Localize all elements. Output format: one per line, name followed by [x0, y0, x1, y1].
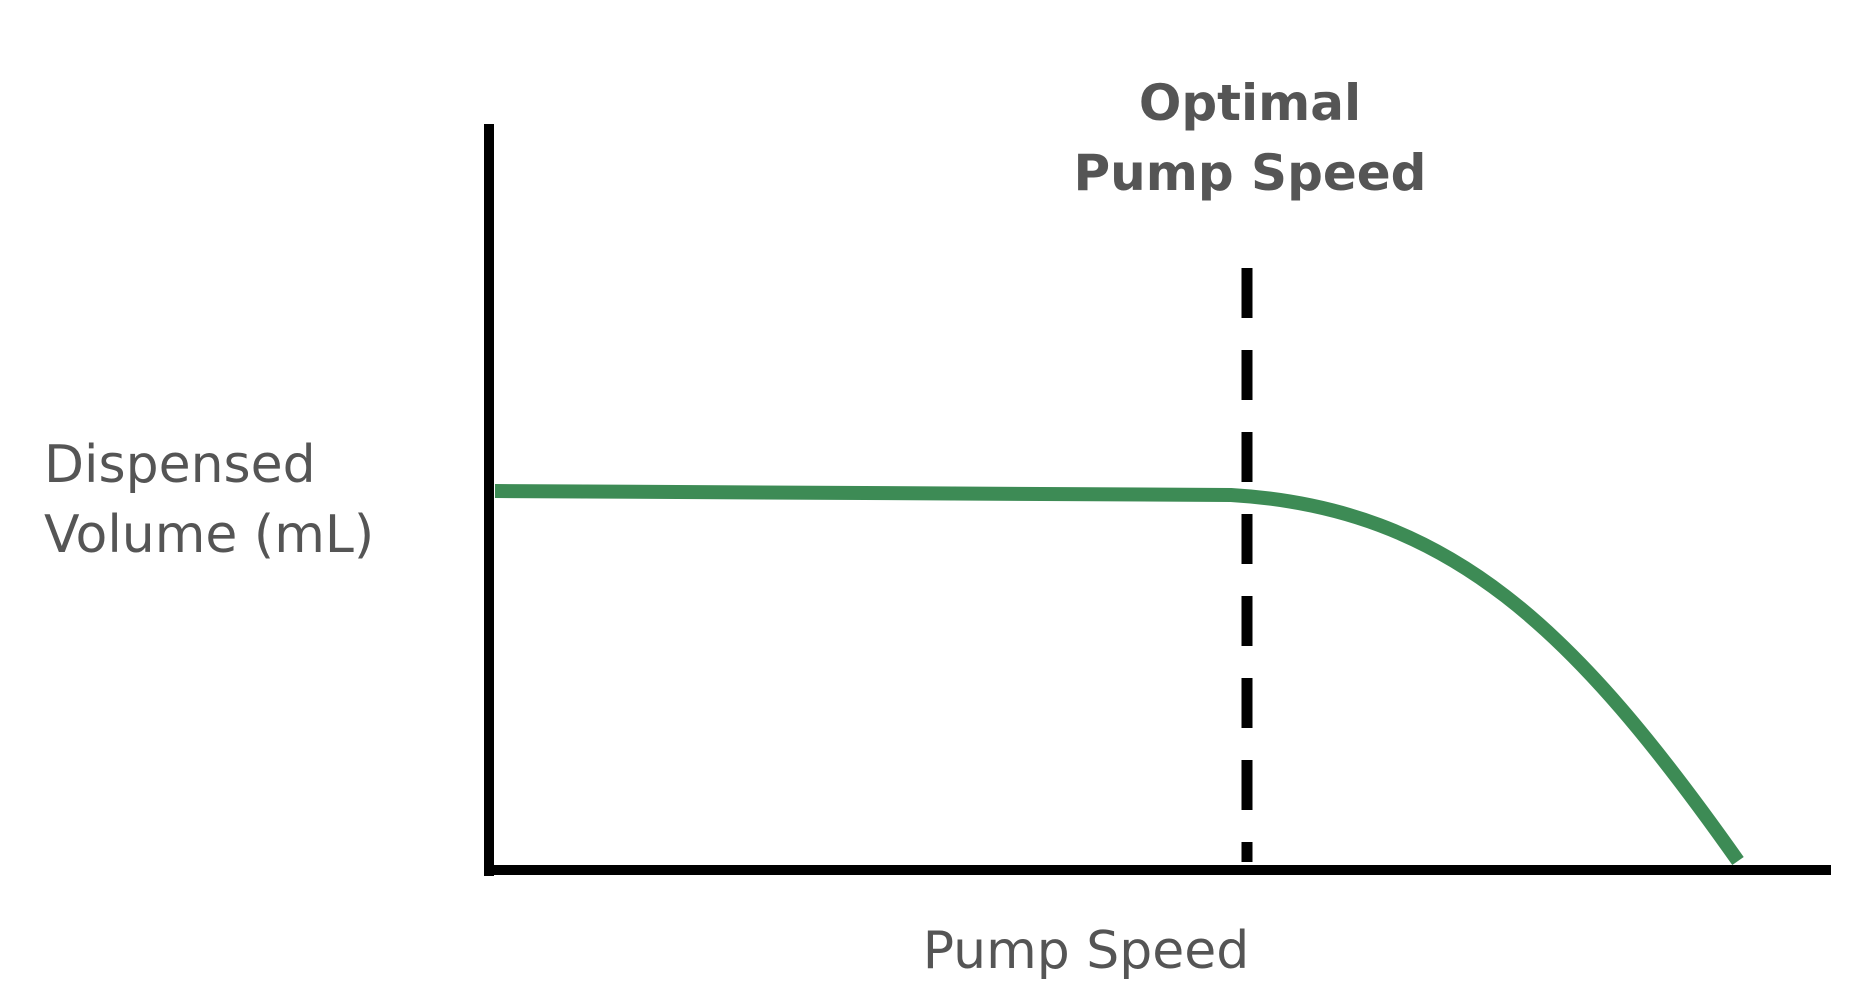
annotation-line: Optimal	[1139, 74, 1361, 132]
annotation-line: Pump Speed	[1074, 144, 1427, 202]
x-axis-label: Pump Speed	[923, 921, 1250, 981]
volume-curve	[494, 484, 1744, 866]
y-axis-label: Dispensed	[44, 435, 316, 495]
y-axis-label: Volume (mL)	[44, 505, 374, 565]
